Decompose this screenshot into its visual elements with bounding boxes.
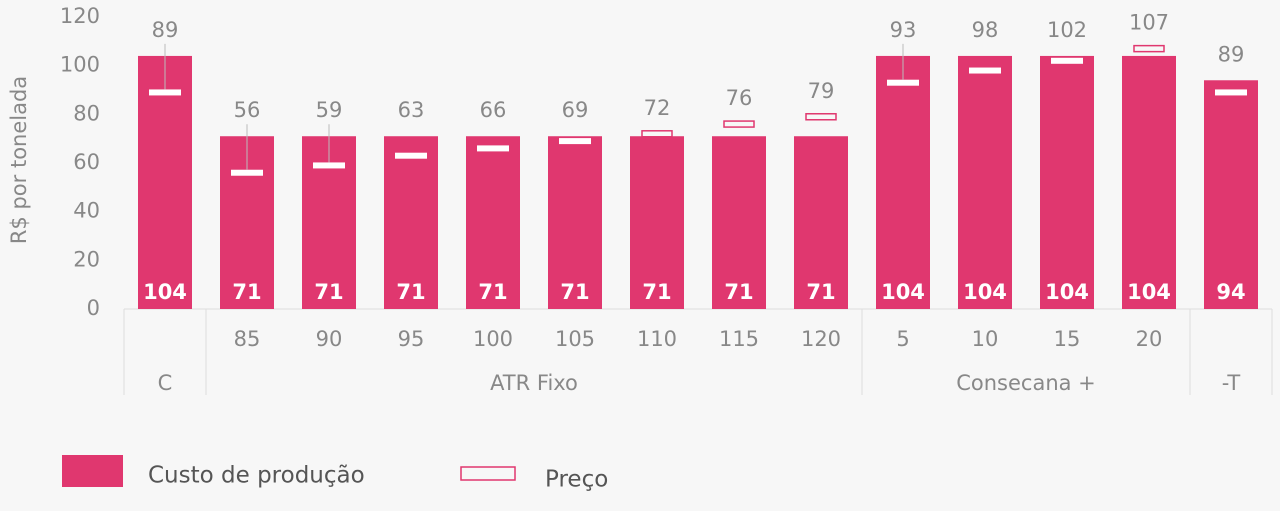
- y-tick-label: 120: [60, 4, 100, 28]
- y-tick-label: 80: [73, 101, 100, 125]
- bar-value-label: 71: [232, 280, 261, 304]
- price-marker: [723, 120, 755, 128]
- bar: [1040, 55, 1094, 309]
- y-tick-label: 20: [73, 247, 100, 271]
- y-tick-label: 40: [73, 199, 100, 223]
- y-axis-label: R$ por tonelada: [7, 76, 31, 244]
- price-label: 79: [808, 79, 835, 103]
- bar-value-label: 104: [143, 280, 187, 304]
- bar: [630, 136, 684, 309]
- price-marker: [231, 169, 263, 176]
- bar-value-label: 104: [881, 280, 925, 304]
- y-tick-label: 100: [60, 53, 100, 77]
- price-marker: [805, 113, 837, 121]
- price-label: 59: [316, 98, 343, 122]
- x-tick-label: 10: [972, 327, 999, 351]
- bar: [1204, 80, 1258, 310]
- bar-value-label: 104: [1127, 280, 1171, 304]
- x-tick-label: 15: [1054, 327, 1081, 351]
- group-label: C: [158, 371, 173, 395]
- price-marker: [1215, 89, 1247, 96]
- price-marker: [477, 145, 509, 152]
- x-tick-label: 20: [1136, 327, 1163, 351]
- x-tick-label: 90: [316, 327, 343, 351]
- group-label: Consecana +: [956, 371, 1096, 395]
- price-marker: [887, 79, 919, 86]
- x-tick-label: 100: [473, 327, 513, 351]
- group-label: -T: [1222, 371, 1241, 395]
- bar-value-label: 71: [396, 280, 425, 304]
- price-marker: [641, 130, 673, 138]
- bar-value-label: 71: [478, 280, 507, 304]
- price-label: 89: [152, 18, 179, 42]
- bar: [548, 136, 602, 309]
- x-tick-label: 105: [555, 327, 595, 351]
- bar-value-label: 71: [642, 280, 671, 304]
- price-marker: [149, 89, 181, 96]
- price-label: 98: [972, 18, 999, 42]
- price-label: 89: [1218, 42, 1245, 66]
- price-label: 72: [644, 96, 671, 120]
- price-label: 69: [562, 98, 589, 122]
- legend-swatch: [62, 455, 123, 487]
- bar: [794, 136, 848, 309]
- price-label: 93: [890, 18, 917, 42]
- bar-value-label: 104: [963, 280, 1007, 304]
- price-label: 56: [234, 98, 261, 122]
- price-marker: [1133, 44, 1165, 53]
- bar: [384, 136, 438, 309]
- x-tick-label: 115: [719, 327, 759, 351]
- price-label: 102: [1047, 18, 1087, 42]
- price-label: 76: [726, 86, 753, 110]
- x-tick-label: 110: [637, 327, 677, 351]
- bar: [958, 55, 1012, 309]
- legend-label: Preço: [545, 467, 608, 493]
- price-marker: [559, 138, 591, 145]
- bar-value-label: 104: [1045, 280, 1089, 304]
- price-label: 66: [480, 98, 507, 122]
- price-marker: [313, 162, 345, 169]
- x-tick-label: 95: [398, 327, 425, 351]
- x-tick-label: 120: [801, 327, 841, 351]
- legend-swatch: [460, 466, 516, 481]
- bar-value-label: 71: [314, 280, 343, 304]
- price-marker: [395, 152, 427, 159]
- y-tick-label: 0: [87, 296, 100, 320]
- x-tick-label: 5: [896, 327, 909, 351]
- bar: [1122, 55, 1176, 309]
- bar: [466, 136, 520, 309]
- bar: [712, 136, 766, 309]
- x-tick-label: 85: [234, 327, 261, 351]
- price-label: 63: [398, 98, 425, 122]
- y-tick-label: 60: [73, 150, 100, 174]
- price-label: 107: [1129, 11, 1169, 35]
- bar: [138, 55, 192, 309]
- price-marker: [1051, 57, 1083, 64]
- bar-value-label: 94: [1216, 280, 1245, 304]
- bar-value-label: 71: [560, 280, 589, 304]
- bar: [876, 55, 930, 309]
- legend-label: Custo de produção: [148, 463, 365, 489]
- bar-value-label: 71: [806, 280, 835, 304]
- bar-value-label: 71: [724, 280, 753, 304]
- group-label: ATR Fixo: [490, 371, 578, 395]
- price-marker: [969, 67, 1001, 74]
